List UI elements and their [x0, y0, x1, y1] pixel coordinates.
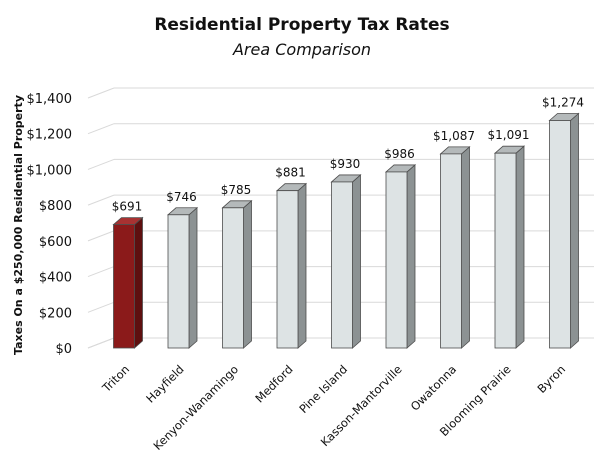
bar-side — [461, 146, 470, 349]
bar-front — [494, 152, 517, 349]
bar-front — [167, 214, 190, 349]
data-label: $1,087 — [433, 129, 475, 143]
x-tick-label: Hayfield — [143, 362, 186, 405]
y-axis-ticks: $0 $200 $400 $600 $800 $1,000 $1,200 $1,400 — [27, 92, 73, 357]
data-label: $785 — [221, 183, 252, 197]
y-tick-label: $200 — [39, 306, 72, 321]
bar-side — [515, 145, 525, 349]
bar-front — [440, 153, 462, 349]
data-labels: $691 $746 $785 $881 $930 $986 $1,087 $1,091 $1,2… — [112, 96, 584, 214]
gridline-slant — [87, 266, 115, 278]
x-tick-label: Byron — [535, 362, 569, 396]
gridline-slant — [87, 301, 115, 313]
data-label: $930 — [330, 157, 361, 171]
bar-front — [222, 207, 244, 349]
gridline-slant — [87, 123, 115, 135]
chart-title: Residential Property Tax Rates — [154, 15, 449, 35]
bar-side — [188, 206, 198, 349]
x-tick-label: Owatonna — [408, 362, 459, 413]
y-tick-label: $800 — [39, 199, 72, 214]
bar-side — [243, 199, 252, 349]
y-axis-label: Taxes On a $250,000 Residential Property — [12, 95, 25, 355]
y-tick-label: $1,000 — [27, 163, 73, 178]
y-tick-label: $0 — [55, 342, 72, 357]
bar — [548, 112, 580, 349]
bar — [112, 216, 144, 349]
gridline-slant — [87, 337, 115, 349]
bar-front — [331, 181, 353, 349]
x-tick-label: Medford — [252, 362, 295, 405]
bar — [275, 182, 308, 349]
y-tick-label: $400 — [39, 271, 72, 286]
data-label: $746 — [166, 190, 197, 204]
bar-side — [134, 216, 143, 349]
gridline-slant — [87, 158, 115, 170]
data-label: $1,091 — [488, 128, 530, 142]
gridline-slant — [87, 87, 115, 99]
bar-front — [276, 190, 299, 349]
bar-front — [113, 224, 135, 349]
bar — [493, 145, 526, 349]
x-tick-label: Triton — [99, 362, 132, 395]
bar-front — [385, 171, 408, 349]
data-label: $691 — [112, 200, 143, 214]
y-tick-label: $1,200 — [27, 128, 73, 143]
chart-subtitle: Area Comparison — [232, 40, 371, 59]
y-tick-label: $600 — [39, 235, 72, 250]
data-label: $1,274 — [542, 96, 584, 110]
bar-side — [406, 164, 416, 349]
bar-side — [297, 182, 307, 349]
gridline-slant — [87, 230, 115, 242]
bar — [384, 164, 417, 349]
gridline-slant — [87, 194, 115, 206]
y-tick-label: $1,400 — [27, 92, 73, 107]
bar — [166, 206, 199, 349]
bar — [221, 199, 253, 349]
data-label: $986 — [384, 147, 415, 161]
bars — [112, 112, 580, 349]
bar — [439, 146, 471, 349]
bar-side — [570, 112, 579, 349]
bar — [330, 174, 362, 349]
bar-front — [549, 120, 571, 349]
x-tick-label: Pine Island — [296, 362, 350, 416]
data-label: $881 — [275, 166, 306, 180]
bar-side — [352, 174, 361, 349]
